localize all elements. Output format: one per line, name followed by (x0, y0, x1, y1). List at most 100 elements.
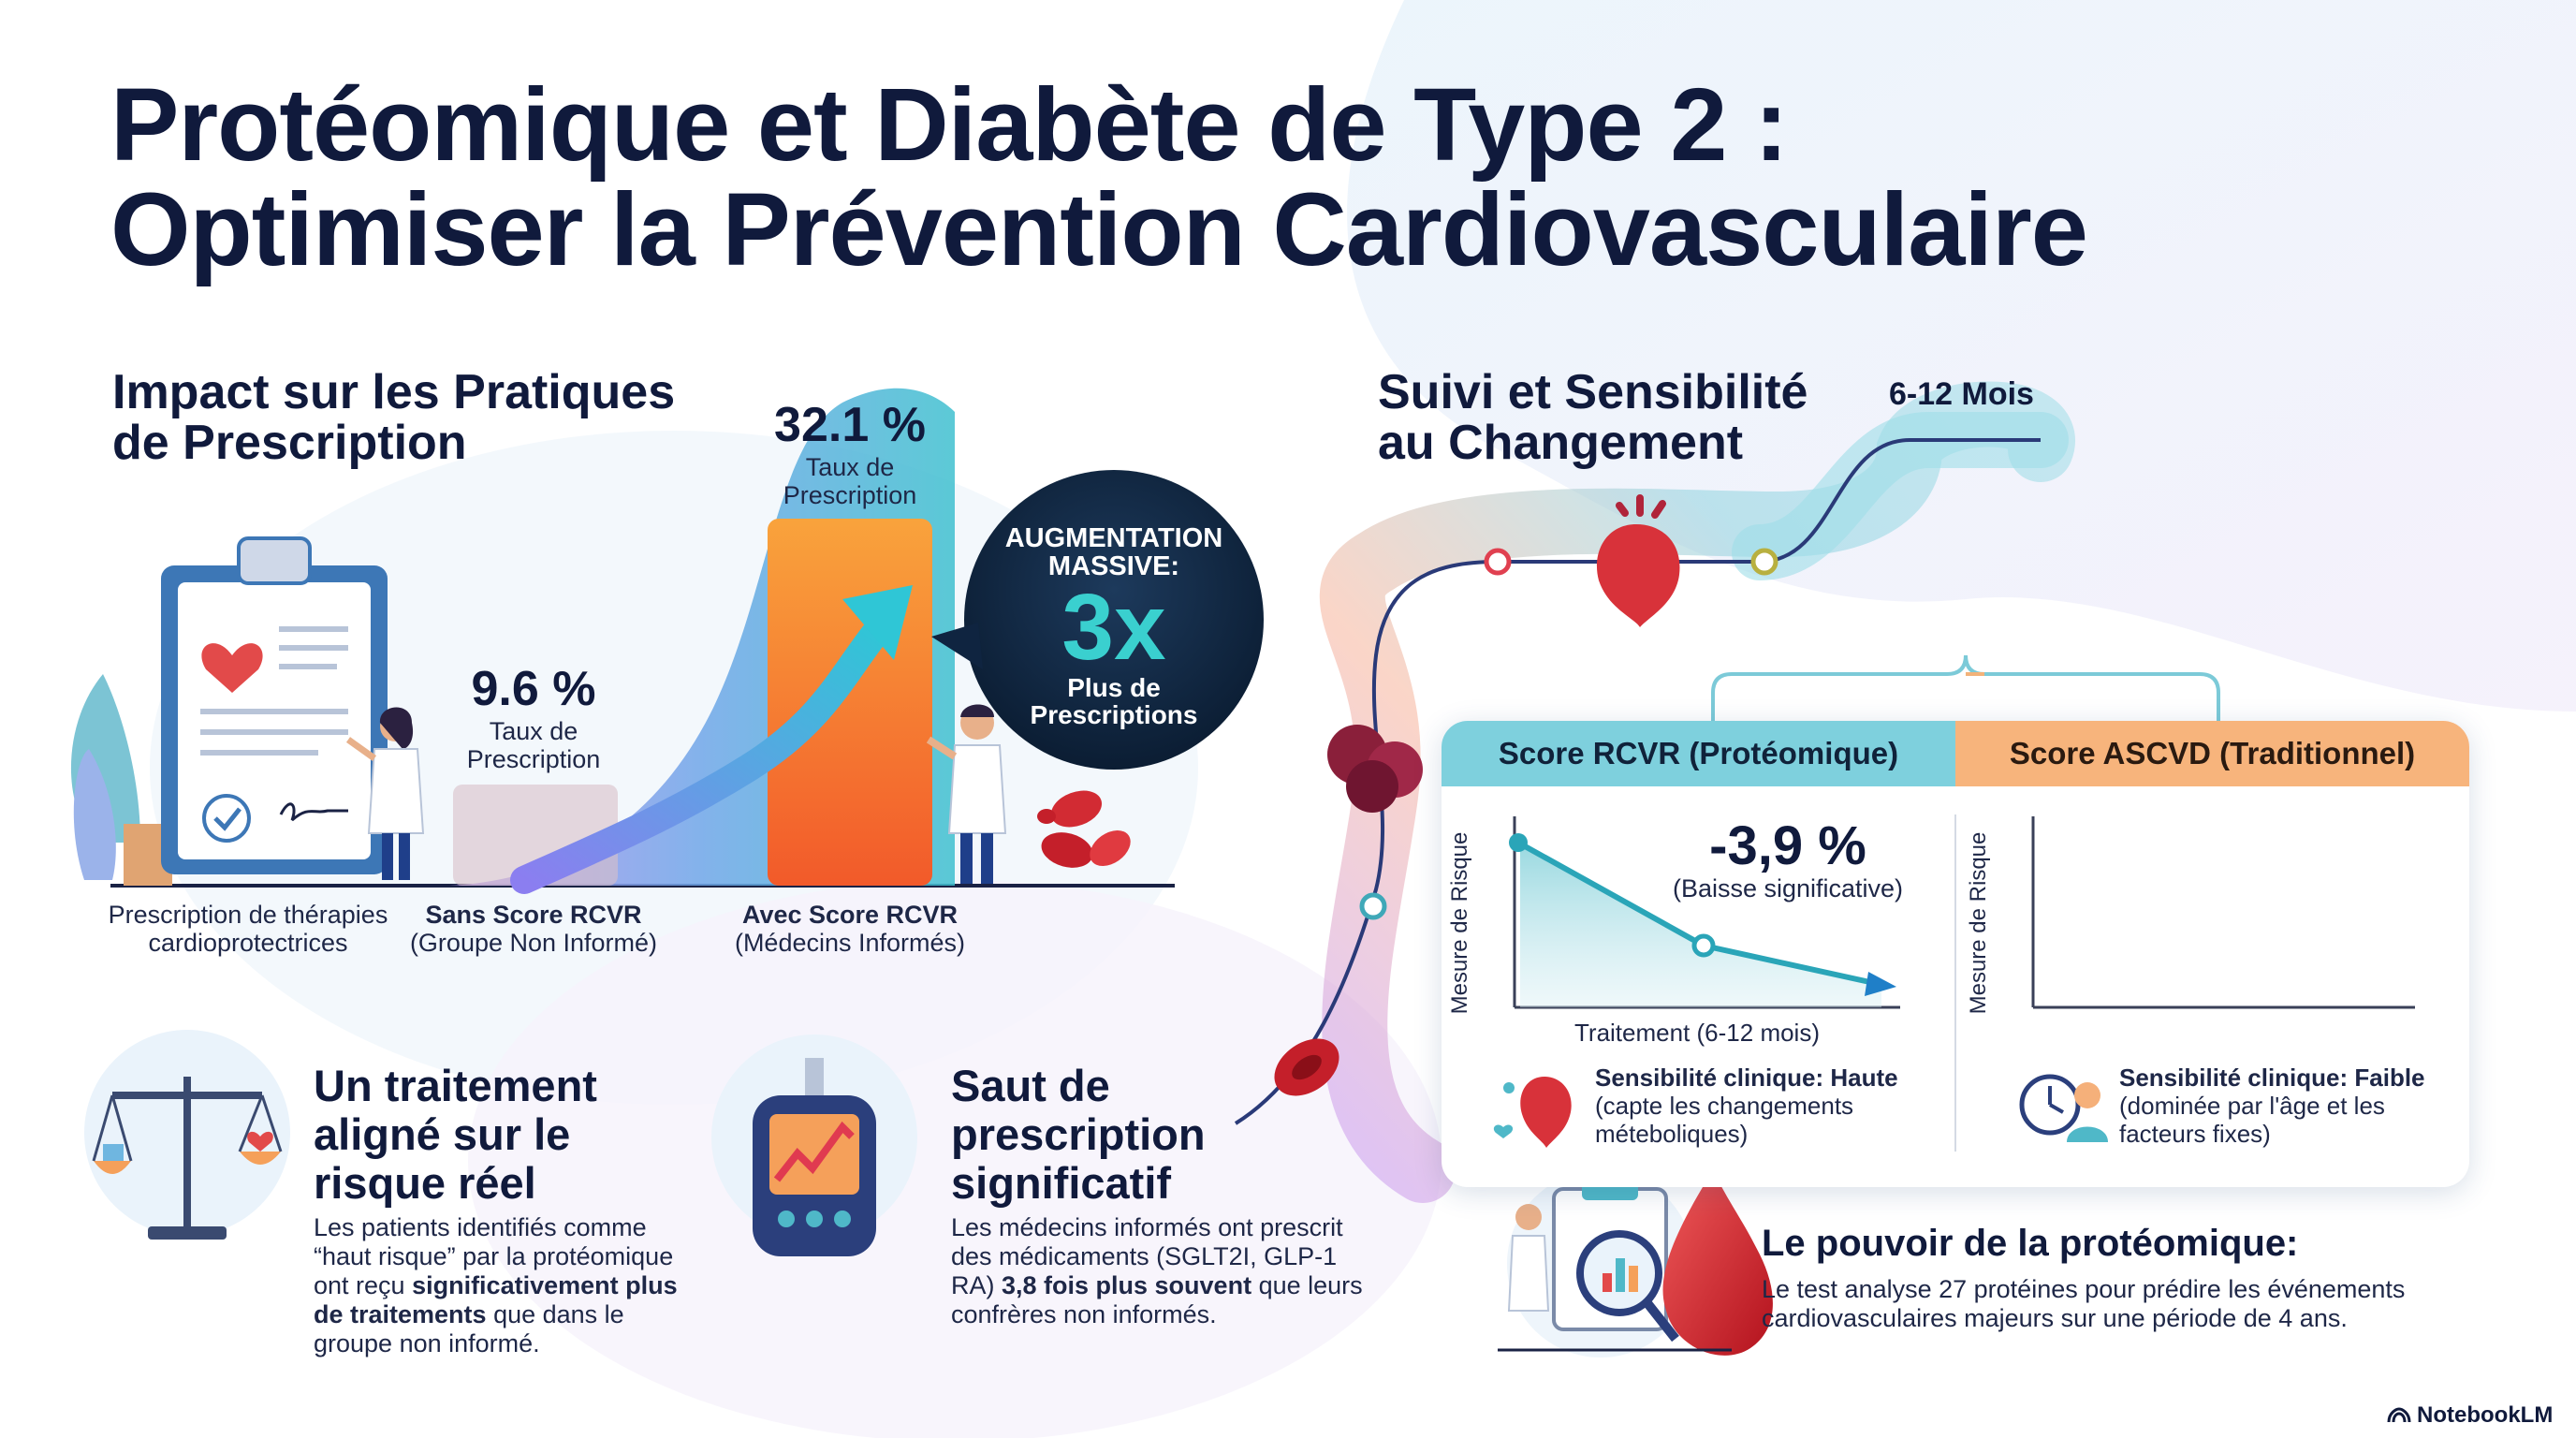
treatment-body-4-bold: de traitements (314, 1300, 487, 1328)
jump-body-1: Les médecins informés ont prescrit (951, 1213, 1343, 1241)
clipboard-label: Prescription de thérapies cardioprotectr… (94, 901, 402, 957)
clipboard-label-1: Prescription de thérapies (108, 901, 388, 929)
jump-heading-1: Saut de (951, 1061, 1110, 1110)
follow-heading: Suivi et Sensibilité au Changement (1378, 367, 1808, 468)
bar-without-caption-1: Taux de (489, 717, 578, 745)
treatment-heading-3: risque réel (314, 1158, 536, 1208)
jump-body-3-pre: RA) (951, 1271, 1002, 1299)
ascvd-sensitivity: Sensibilité clinique: Faible (dominée pa… (2119, 1064, 2425, 1148)
title-line-2: Optimiser la Prévention Cardiovasculaire (110, 172, 2088, 287)
power-body-1: Le test analyse 27 protéines pour prédir… (1762, 1275, 2406, 1303)
follow-heading-line-2: au Changement (1378, 416, 1744, 470)
blood-cells-illustration (1037, 790, 1339, 1096)
jump-body-3-bold: 3,8 fois plus souvent (1002, 1271, 1252, 1299)
jump-heading: Saut de prescription significatif (951, 1062, 1206, 1208)
rcvr-sensitivity-1: Sensibilité clinique: Haute (1595, 1064, 1898, 1092)
jump-body-4: confrères non informés. (951, 1300, 1217, 1328)
heart-illustration (1596, 494, 1680, 627)
rcvr-point-end (1691, 933, 1716, 958)
brand-name: NotebookLM (2417, 1402, 2554, 1428)
jump-body: Les médecins informés ont prescrit des m… (951, 1213, 1382, 1329)
rcvr-change: -3,9 % (Baisse significative) (1647, 818, 1928, 903)
treatment-body-3: ont reçu significativement plus (314, 1271, 707, 1300)
bar-without-value-block: 9.6 % Taux de Prescription (412, 661, 655, 773)
treatment-heading-1: Un traitement (314, 1061, 597, 1110)
rcvr-header: Score RCVR (Protéomique) (1442, 721, 1955, 786)
doctor-man-illustration (926, 704, 1007, 884)
bar-with-value: 32.1 % (774, 398, 926, 452)
treatment-body: Les patients identifiés comme “haut risq… (314, 1213, 707, 1358)
rcvr-arrow-head (1865, 972, 1896, 996)
treatment-body-1: Les patients identifiés comme (314, 1213, 647, 1241)
bubble-line-4: Prescriptions (1030, 700, 1198, 729)
rcvr-change-value: -3,9 % (1709, 815, 1866, 876)
prescription-heading-line-1: Impact sur les Pratiques (112, 365, 676, 419)
bar-with-caption-2: Prescription (783, 481, 917, 509)
heart-icon (1493, 1077, 1572, 1148)
rcvr-sensitivity: Sensibilité clinique: Haute (capte les c… (1595, 1064, 1898, 1148)
score-comparison-card: Score RCVR (Protéomique) Score ASCVD (Tr… (1442, 721, 2469, 1187)
prescription-heading: Impact sur les Pratiques de Prescription (112, 367, 675, 468)
clipboard-illustration (70, 536, 388, 886)
bar-with-label: Avec Score RCVR (Médecins Informés) (710, 901, 990, 957)
treatment-body-4-post: que dans le (486, 1300, 624, 1328)
rcvr-point-start (1509, 833, 1528, 852)
bubble-line-2: MASSIVE: (1047, 551, 1180, 581)
prescription-heading-line-2: de Prescription (112, 416, 467, 470)
glucose-meter-illustration (711, 1034, 917, 1256)
augmentation-bubble: AUGMENTATION MASSIVE: 3x Plus de Prescri… (964, 524, 1264, 728)
bar-with-label-2: (Médecins Informés) (734, 929, 966, 957)
bar-without-label: Sans Score RCVR (Groupe Non Informé) (393, 901, 674, 957)
ascvd-sensitivity-1: Sensibilité clinique: Faible (2119, 1064, 2425, 1092)
bubble-line-3: Plus de (1067, 673, 1161, 702)
treatment-body-3-bold: significativement plus (412, 1271, 678, 1299)
card-charts (1493, 814, 2415, 1152)
treatment-heading-2: aligné sur le (314, 1109, 571, 1159)
power-body-2: cardiovasculaires majeurs sur une périod… (1762, 1304, 2348, 1332)
bar-without-label-2: (Groupe Non Informé) (409, 929, 658, 957)
treatment-heading: Un traitement aligné sur le risque réel (314, 1062, 597, 1208)
proteomics-illustration (1498, 1170, 1773, 1357)
jump-body-2: des médicaments (SGLT2I, GLP-1 (951, 1242, 1338, 1270)
title-line-1: Protéomique et Diabète de Type 2 : (110, 67, 1789, 183)
bar-without-caption-2: Prescription (466, 745, 601, 773)
page-title: Protéomique et Diabète de Type 2 : Optim… (110, 67, 2088, 287)
rcvr-sensitivity-2: (capte les changements (1595, 1092, 1854, 1120)
ascvd-sensitivity-2: (dominée par l'âge et les (2119, 1092, 2385, 1120)
treatment-body-3-pre: ont reçu (314, 1271, 413, 1299)
rcvr-sensitivity-3: méteboliques) (1595, 1120, 1749, 1148)
timeline-label: 6-12 Mois (1889, 376, 2034, 412)
treatment-body-4: de traitements que dans le (314, 1300, 707, 1329)
organ-illustration (1327, 725, 1423, 813)
rcvr-y-axis-label: Mesure de Risque (1447, 831, 1472, 1015)
bubble-big-value: 3x (1061, 575, 1166, 680)
jump-body-3-post: que leurs (1251, 1271, 1363, 1299)
scales-illustration (84, 1030, 290, 1240)
ascvd-y-axis-label: Mesure de Risque (1966, 831, 1991, 1015)
power-heading: Le pouvoir de la protéomique: (1762, 1223, 2299, 1264)
jump-heading-3: significatif (951, 1158, 1172, 1208)
bar-without-label-1: Sans Score RCVR (425, 901, 642, 929)
bar-with-caption-1: Taux de (805, 453, 895, 481)
brand-footer: NotebookLM (2387, 1402, 2553, 1429)
doctor-woman-illustration (345, 707, 425, 880)
bar-without-value: 9.6 % (471, 662, 596, 716)
bubble-line-1: AUGMENTATION (1004, 523, 1223, 553)
bar-with-value-block: 32.1 % Taux de Prescription (728, 397, 972, 509)
rcvr-x-axis-label: Traitement (6-12 mois) (1574, 1019, 1820, 1047)
treatment-body-2: “haut risque” par la protéomique (314, 1242, 674, 1270)
ascvd-sensitivity-3: facteurs fixes) (2119, 1120, 2271, 1148)
treatment-body-5: groupe non informé. (314, 1329, 540, 1357)
follow-heading-line-1: Suivi et Sensibilité (1378, 365, 1808, 419)
bar-with-label-1: Avec Score RCVR (741, 901, 959, 929)
bar-with (768, 519, 932, 886)
jump-heading-2: prescription (951, 1109, 1206, 1159)
clock-person-icon (2019, 1074, 2108, 1142)
notebooklm-logo-icon (2387, 1407, 2411, 1423)
rcvr-change-caption: (Baisse significative) (1672, 874, 1904, 902)
ascvd-header: Score ASCVD (Traditionnel) (1955, 721, 2469, 786)
power-body: Le test analyse 27 protéines pour prédir… (1762, 1275, 2436, 1333)
jump-body-3: RA) 3,8 fois plus souvent que leurs (951, 1271, 1382, 1300)
clipboard-label-2: cardioprotectrices (148, 929, 348, 957)
